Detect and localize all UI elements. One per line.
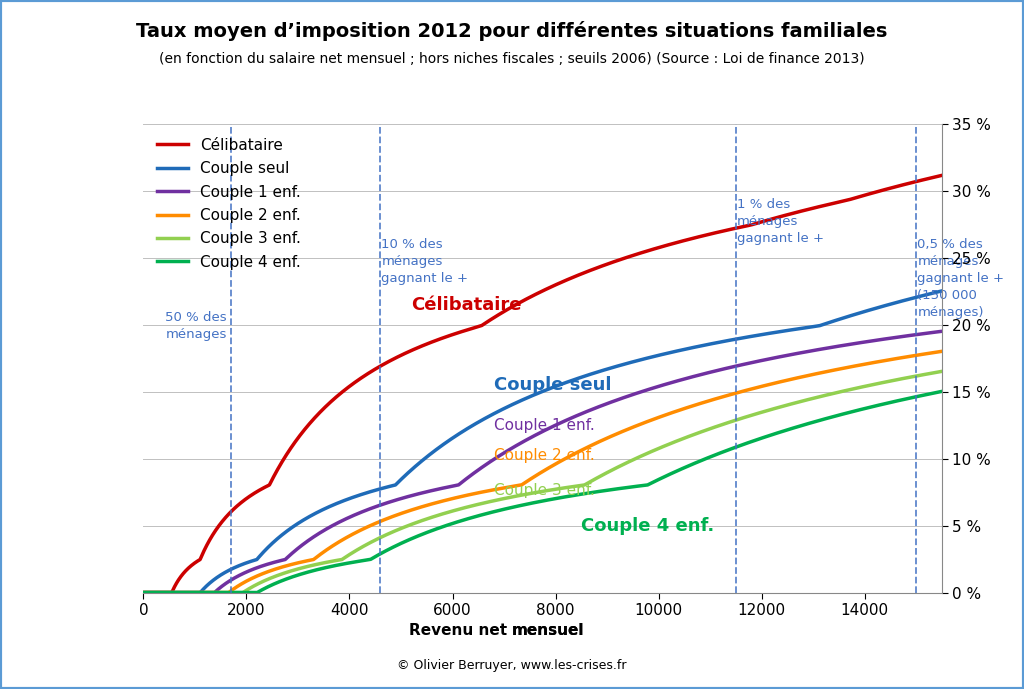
Couple 1 enf. [912, 330, 925, 338]
Couple 1 enf. [525, 433, 538, 441]
Couple 2 enf. [912, 351, 925, 359]
Text: 0,5 % des
ménages
gagnant le +
(150 000
ménages): 0,5 % des ménages gagnant le + (150 000 … [918, 238, 1005, 319]
Couple 4 enf. [912, 392, 925, 400]
Text: 1 % des
ménages
gagnant le +: 1 % des ménages gagnant le + [737, 198, 824, 245]
Text: Couple 3 enf.: Couple 3 enf. [494, 483, 595, 498]
Couple seul [505, 401, 517, 409]
Célibataire [137, 588, 150, 597]
Text: mensuel: mensuel [512, 623, 585, 638]
Couple seul [912, 293, 925, 301]
Couple 2 enf. [505, 482, 517, 491]
Célibataire [525, 292, 538, 300]
Couple 1 enf. [766, 354, 778, 362]
Couple seul [766, 329, 778, 337]
Couple 3 enf. [505, 493, 517, 502]
Legend: Célibataire, Couple seul, Couple 1 enf., Couple 2 enf., Couple 3 enf., Couple 4 : Célibataire, Couple seul, Couple 1 enf.,… [151, 132, 307, 276]
Couple seul [936, 287, 948, 295]
Couple seul [178, 588, 190, 597]
Couple 3 enf. [936, 367, 948, 376]
Couple 2 enf. [766, 380, 778, 388]
Couple 2 enf. [137, 588, 150, 597]
Célibataire [505, 304, 517, 312]
Text: © Olivier Berruyer, www.les-crises.fr: © Olivier Berruyer, www.les-crises.fr [397, 659, 627, 672]
Line: Couple 4 enf.: Couple 4 enf. [143, 391, 942, 593]
Text: Couple 2 enf.: Couple 2 enf. [494, 449, 595, 464]
Couple 1 enf. [505, 445, 517, 453]
Text: 50 % des
ménages: 50 % des ménages [165, 311, 227, 342]
Célibataire [936, 171, 948, 179]
Couple 4 enf. [505, 504, 517, 512]
Couple 2 enf. [936, 347, 948, 356]
Couple 1 enf. [178, 588, 190, 597]
Couple 4 enf. [766, 431, 778, 439]
Couple 4 enf. [525, 499, 538, 507]
Couple seul [525, 392, 538, 400]
Text: Revenu net: Revenu net [409, 623, 512, 638]
Couple 4 enf. [137, 588, 150, 597]
Text: Célibataire: Célibataire [412, 296, 522, 313]
Line: Couple seul: Couple seul [143, 291, 942, 593]
Couple 3 enf. [525, 489, 538, 497]
Couple 4 enf. [936, 387, 948, 395]
Couple 3 enf. [178, 588, 190, 597]
Couple 4 enf. [912, 392, 925, 400]
Line: Célibataire: Célibataire [143, 175, 942, 593]
Text: (en fonction du salaire net mensuel ; hors niches fiscales ; seuils 2006) (Sourc: (en fonction du salaire net mensuel ; ho… [159, 52, 865, 65]
Célibataire [912, 176, 925, 185]
Célibataire [912, 177, 925, 185]
Couple 3 enf. [912, 371, 925, 380]
Couple 3 enf. [137, 588, 150, 597]
Couple 2 enf. [525, 474, 538, 482]
Couple 1 enf. [137, 588, 150, 597]
Text: Couple 1 enf.: Couple 1 enf. [494, 418, 595, 433]
Couple 2 enf. [178, 588, 190, 597]
Line: Couple 3 enf.: Couple 3 enf. [143, 371, 942, 593]
Couple 3 enf. [912, 371, 925, 380]
Couple 4 enf. [178, 588, 190, 597]
Couple 1 enf. [936, 327, 948, 336]
Couple 2 enf. [912, 351, 925, 359]
Line: Couple 2 enf.: Couple 2 enf. [143, 351, 942, 593]
Line: Couple 1 enf.: Couple 1 enf. [143, 331, 942, 593]
Couple seul [137, 588, 150, 597]
Célibataire [178, 568, 190, 577]
Text: mensuel: mensuel [512, 623, 585, 638]
Couple seul [912, 292, 925, 300]
Célibataire [766, 215, 778, 223]
Couple 3 enf. [766, 405, 778, 413]
Text: Taux moyen d’imposition 2012 pour différentes situations familiales: Taux moyen d’imposition 2012 pour différ… [136, 21, 888, 41]
Text: 10 % des
ménages
gagnant le +: 10 % des ménages gagnant le + [381, 238, 468, 285]
Couple 1 enf. [912, 330, 925, 338]
Text: Couple seul: Couple seul [494, 376, 611, 394]
Text: Couple 4 enf.: Couple 4 enf. [582, 517, 715, 535]
